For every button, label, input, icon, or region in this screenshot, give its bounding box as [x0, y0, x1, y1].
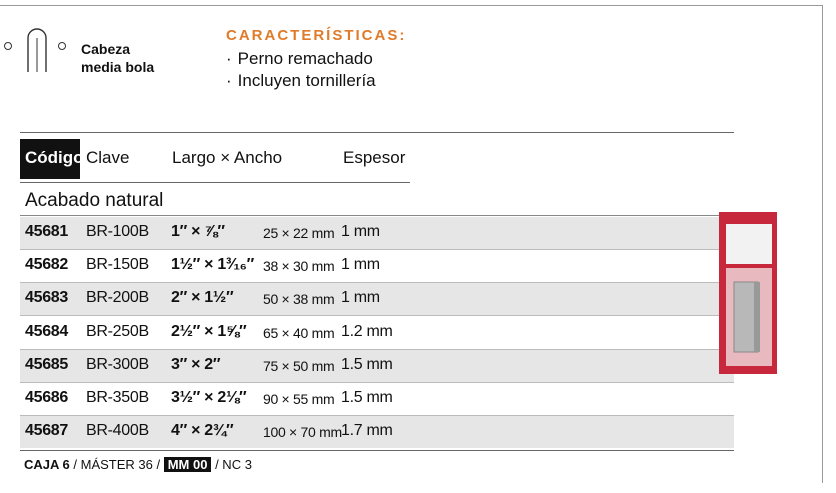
- bullet: ·: [226, 49, 232, 68]
- table-cell: 1.5 mm: [341, 355, 393, 373]
- code-header-box: [20, 139, 80, 179]
- features: · Perno remachado · Incluyen tornillería: [226, 48, 376, 92]
- table-cell: 3½″ × 2⅛″: [171, 389, 247, 406]
- table-cell: 75 × 50 mm: [263, 357, 335, 374]
- table-cell: 25 × 22 mm: [263, 225, 335, 241]
- table-cell: 45685: [25, 355, 68, 373]
- table-cell: 45684: [25, 322, 68, 340]
- feature-text: Perno remachado: [237, 49, 373, 68]
- section-label: Acabado natural: [25, 190, 164, 211]
- table-row: 45682 BR-150B 1½″ × 1³⁄₁₆″ 38 × 30 mm 1 mm: [20, 250, 734, 284]
- table-cell: 1″ × ⅞″: [171, 223, 225, 240]
- table-cell: 45683: [25, 289, 68, 307]
- table-cell: 90 × 55 mm: [263, 391, 335, 407]
- rule: [20, 182, 410, 183]
- rule: [20, 450, 734, 451]
- table-cell: BR-250B: [86, 322, 149, 340]
- table-cell: 45687: [25, 422, 68, 440]
- row-rule: [20, 282, 734, 284]
- row-rule: [20, 415, 734, 416]
- feature-text: Incluyen tornillería: [237, 71, 376, 90]
- table-row: 45684 BR-250B 2½″ × 1⅝″ 65 × 40 mm 1.2 mm: [20, 316, 734, 350]
- product-image: [719, 212, 777, 374]
- icon-label-line: media bola: [81, 59, 155, 75]
- table-row: 45686 BR-350B 3½″ × 2⅛″ 90 × 55 mm 1.5 mm: [20, 383, 734, 416]
- rule: [20, 132, 734, 133]
- table-cell: 1 mm: [341, 223, 380, 240]
- icon-label-line: Cabeza: [81, 41, 131, 57]
- footer-caja: CAJA 6: [24, 457, 70, 472]
- rule: [20, 215, 734, 216]
- frame-right: [822, 5, 823, 483]
- row-rule: [20, 381, 734, 383]
- table-row: 45685 BR-300B 3″ × 2″ 75 × 50 mm 1.5 mm: [20, 349, 734, 383]
- column-header: Largo × Ancho: [172, 148, 283, 167]
- column-header: Espesor: [343, 148, 406, 167]
- row-rule: [20, 315, 734, 317]
- table-cell: BR-350B: [86, 389, 149, 406]
- table-cell: 1½″ × 1³⁄₁₆″: [171, 256, 254, 274]
- footer-mm: MM 00: [163, 457, 212, 472]
- table-cell: 3″ × 2″: [171, 355, 221, 373]
- table-cell: 65 × 40 mm: [263, 324, 335, 341]
- table-cell: 50 × 38 mm: [263, 291, 335, 308]
- table-cell: BR-300B: [86, 355, 149, 373]
- icon-label: Cabeza media bola: [81, 40, 154, 76]
- row-rule: [20, 249, 734, 250]
- table-cell: 45686: [25, 389, 68, 406]
- table-cell: 1 mm: [341, 256, 380, 274]
- footer-master: / MÁSTER 36 /: [73, 457, 161, 472]
- table-cell: BR-400B: [86, 422, 149, 440]
- table-cell: 38 × 30 mm: [263, 258, 335, 275]
- feature-item: · Perno remachado: [226, 48, 376, 70]
- feature-item: · Incluyen tornillería: [226, 70, 376, 92]
- table-cell: 45681: [25, 223, 68, 240]
- footer: CAJA 6 / MÁSTER 36 / MM 00 / NC 3: [24, 457, 252, 472]
- table-cell: 1.7 mm: [341, 422, 393, 440]
- column-header: Clave: [86, 148, 130, 167]
- hinge-icon: [4, 28, 66, 72]
- features-title: CARACTERÍSTICAS:: [226, 27, 407, 44]
- bullet: ·: [226, 71, 232, 90]
- table-row: 45681 BR-100B 1″ × ⅞″ 25 × 22 mm 1 mm: [20, 217, 734, 250]
- table-row: 45683 BR-200B 2″ × 1½″ 50 × 38 mm 1 mm: [20, 283, 734, 317]
- footer-nc: / NC 3: [215, 457, 252, 472]
- table-cell: BR-100B: [86, 223, 149, 240]
- table-row: 45687 BR-400B 4″ × 2¾″ 100 × 70 mm 1.7 mm: [20, 416, 734, 449]
- table-cell: 1.5 mm: [341, 389, 393, 406]
- row-rule: [20, 348, 734, 350]
- table-cell: BR-200B: [86, 289, 149, 307]
- table-cell: 45682: [25, 256, 68, 274]
- table-cell: 1 mm: [341, 289, 380, 307]
- table-cell: 100 × 70 mm: [263, 424, 342, 441]
- table-cell: 1.2 mm: [341, 322, 393, 340]
- column-header: Código: [25, 148, 84, 167]
- table-cell: 2″ × 1½″: [171, 289, 234, 307]
- table-cell: 2½″ × 1⅝″: [171, 322, 247, 340]
- table-cell: BR-150B: [86, 256, 149, 274]
- table-cell: 4″ × 2¾″: [171, 422, 234, 440]
- frame-top: [0, 5, 822, 6]
